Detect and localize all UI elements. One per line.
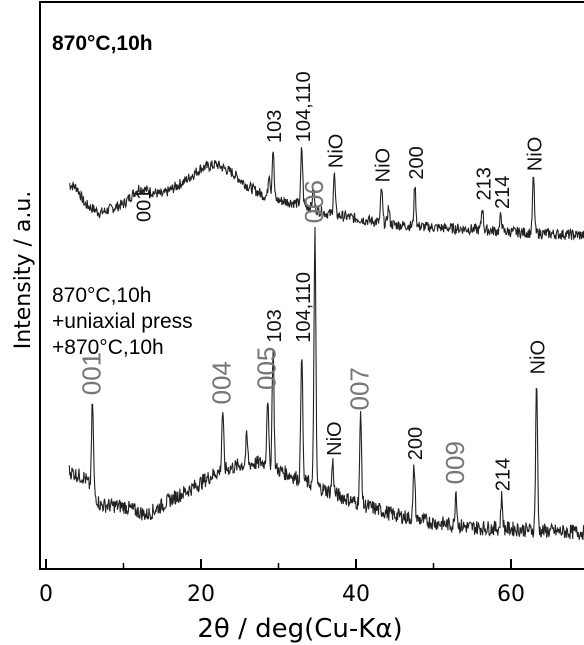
peak-label: 007 bbox=[345, 367, 375, 410]
x-axis-ticks bbox=[45, 559, 512, 569]
peak-label: 104,110 bbox=[293, 272, 315, 343]
peak-label: 213 bbox=[473, 167, 495, 200]
peak-label: NiO bbox=[324, 421, 346, 455]
peak-label: 103 bbox=[264, 110, 286, 143]
peak-label: NiO bbox=[325, 134, 347, 168]
peak-label: NiO bbox=[373, 148, 395, 182]
x-tick-label: 40 bbox=[342, 582, 370, 607]
peak-label: 103 bbox=[264, 309, 286, 342]
series-name: +870°C,10h bbox=[52, 336, 164, 359]
series-name: 870°C,10h bbox=[52, 284, 151, 307]
peak-label: NiO bbox=[528, 340, 550, 374]
peak-label: 009 bbox=[440, 441, 470, 484]
x-tick-label: 20 bbox=[187, 582, 215, 607]
peak-label: 200 bbox=[406, 146, 428, 179]
peak-label: 005 bbox=[252, 347, 282, 390]
series-names: 870°C,10h 870°C,10h +uniaxial press +870°C,… bbox=[52, 32, 193, 359]
x-tick-label: 60 bbox=[497, 582, 525, 607]
peak-label: 004 bbox=[207, 361, 237, 404]
peak-label: 214 bbox=[492, 176, 514, 209]
traces bbox=[68, 147, 584, 542]
peak-label: 001 bbox=[77, 352, 107, 395]
x-tick-labels: 0 20 40 60 bbox=[39, 582, 525, 607]
plot-frame bbox=[39, 1, 584, 570]
x-tick-label: 0 bbox=[39, 582, 53, 607]
peak-label: 006 bbox=[299, 180, 329, 223]
series-line bbox=[68, 226, 584, 542]
peak-label: 214 bbox=[493, 458, 515, 491]
series-name: +uniaxial press bbox=[52, 310, 193, 333]
peak-label: 104,110 bbox=[293, 71, 315, 142]
peak-label: 200 bbox=[405, 427, 427, 460]
y-axis-label: Intensity / a.u. bbox=[11, 191, 36, 350]
x-axis-label: 2θ / deg(Cu-Kα) bbox=[197, 614, 402, 644]
series-line bbox=[68, 147, 584, 241]
peak-label: NiO bbox=[524, 137, 546, 171]
peak-label: 001 bbox=[134, 189, 156, 222]
series-name: 870°C,10h bbox=[52, 32, 153, 55]
